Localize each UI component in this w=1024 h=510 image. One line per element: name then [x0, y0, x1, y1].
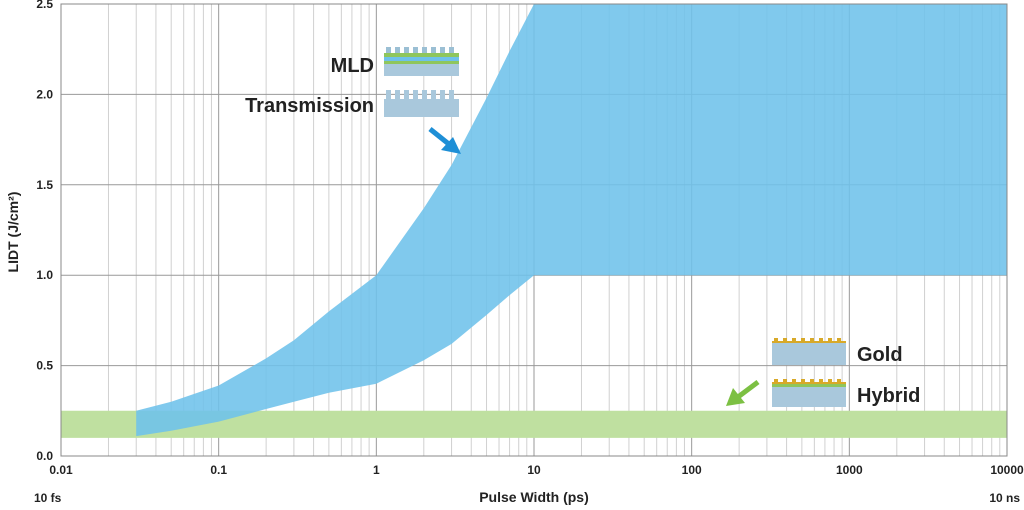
- legend-transmission: Transmission: [245, 90, 459, 117]
- y-tick-label: 1.0: [36, 268, 53, 282]
- x-tick-label: 0.01: [49, 463, 73, 477]
- gold-grating-icon: [772, 338, 846, 365]
- y-tick-labels: 0.0 0.5 1.0 1.5 2.0 2.5: [36, 0, 53, 463]
- x-annotation-right: 10 ns: [989, 491, 1020, 505]
- x-annotation-left: 10 fs: [34, 491, 62, 505]
- legend-label-mld: MLD: [331, 55, 374, 77]
- x-tick-labels: 0.01 0.1 1 10 100 1000 10000: [49, 463, 1024, 477]
- y-tick-label: 2.0: [36, 87, 53, 101]
- transmission-grating-icon: [384, 90, 459, 117]
- legend-gold: Gold: [772, 338, 903, 366]
- x-tick-label: 0.1: [210, 463, 227, 477]
- y-tick-label: 0.5: [36, 359, 53, 373]
- x-tick-label: 1: [373, 463, 380, 477]
- x-tick-label: 10000: [990, 463, 1024, 477]
- hybrid-grating-icon: [772, 379, 846, 407]
- y-tick-label: 1.5: [36, 178, 53, 192]
- blue-arrow-icon: [428, 127, 461, 154]
- x-tick-label: 10: [527, 463, 541, 477]
- data-bands: [61, 4, 1007, 438]
- gold-hybrid-band: [61, 410, 1007, 438]
- y-axis-title: LIDT (J/cm²): [5, 192, 21, 273]
- x-tick-label: 1000: [836, 463, 863, 477]
- x-axis-title: Pulse Width (ps): [479, 489, 589, 505]
- legend-hybrid: Hybrid: [772, 379, 920, 407]
- legend-label-gold: Gold: [857, 344, 903, 366]
- mld-transmission-band: [136, 4, 1007, 437]
- mld-grating-icon: [384, 47, 459, 76]
- legend-label-hybrid: Hybrid: [857, 385, 920, 407]
- green-arrow-icon: [726, 380, 760, 406]
- legend-mld: MLD: [331, 47, 459, 77]
- y-tick-label: 2.5: [36, 0, 53, 11]
- y-tick-label: 0.0: [36, 449, 53, 463]
- x-tick-label: 100: [682, 463, 702, 477]
- plot-frame: [60, 3, 1008, 457]
- legend-label-transmission: Transmission: [245, 95, 374, 117]
